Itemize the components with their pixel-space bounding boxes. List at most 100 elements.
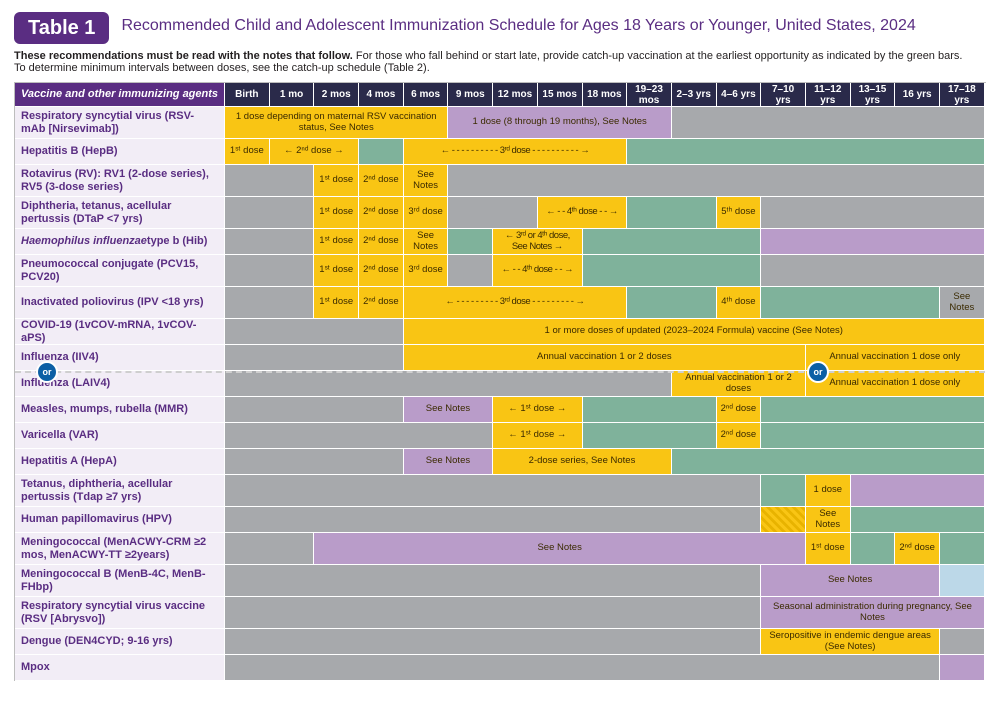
schedule-cell: [761, 397, 984, 423]
or-divider-line: [15, 371, 985, 373]
header-age: 6 mos: [404, 83, 449, 107]
schedule-cell: [225, 371, 672, 397]
header-age: 2 mos: [314, 83, 359, 107]
schedule-cell: 2ⁿᵈ dose: [359, 287, 404, 319]
header-age: 4 mos: [359, 83, 404, 107]
schedule-cell: Seasonal administration during pregnancy…: [761, 597, 984, 629]
schedule-cell: 2-dose series, See Notes: [493, 449, 672, 475]
header-age: 18 mos: [583, 83, 628, 107]
schedule-cell: 1ˢᵗ dose: [314, 287, 359, 319]
schedule-cell: ← 1ˢᵗ dose →: [493, 423, 582, 449]
schedule-cell: Annual vaccination 1 dose only: [806, 345, 985, 371]
schedule-cell: See Notes: [404, 229, 449, 255]
vaccine-label: Varicella (VAR): [15, 423, 225, 449]
schedule-cell: ← 2ⁿᵈ dose →: [270, 139, 359, 165]
schedule-cell: See Notes: [404, 397, 493, 423]
vaccine-label: Respiratory syncytial virus vaccine (RSV…: [15, 597, 225, 629]
header-vaccine: Vaccine and other immunizing agents: [15, 83, 225, 107]
schedule-cell: ← - - 4ᵗʰ dose - - →: [538, 197, 627, 229]
schedule-cell: [940, 655, 985, 681]
schedule-cell: [761, 507, 806, 533]
vaccine-label: Measles, mumps, rubella (MMR): [15, 397, 225, 423]
schedule-cell: ← - - - - - - - - - 3ʳᵈ dose - - - - - -…: [404, 287, 627, 319]
vaccine-label: Human papillomavirus (HPV): [15, 507, 225, 533]
schedule-cell: Seropositive in endemic dengue areas (Se…: [761, 629, 940, 655]
vaccine-label: Haemophilus influenzae type b (Hib): [15, 229, 225, 255]
vaccine-label: Hepatitis B (HepB): [15, 139, 225, 165]
or-badge-right: or: [807, 361, 829, 383]
schedule-cell: ← - - 4ᵗʰ dose - - →: [493, 255, 582, 287]
schedule-cell: Annual vaccination 1 or 2 doses: [404, 345, 806, 371]
schedule-cell: [583, 423, 717, 449]
or-badge-left: or: [36, 361, 58, 383]
schedule-cell: [851, 475, 985, 507]
schedule-cell: [359, 139, 404, 165]
intro-rest: For those who fall behind or start late,…: [353, 50, 963, 62]
schedule-cell: [940, 629, 985, 655]
header-age: 1 mo: [270, 83, 315, 107]
schedule-cell: [583, 255, 762, 287]
schedule-cell: See Notes: [940, 287, 985, 319]
page: Table 1 Recommended Child and Adolescent…: [0, 0, 1000, 695]
schedule-cell: ← 1ˢᵗ dose →: [493, 397, 582, 423]
schedule-cell: 1ˢᵗ dose: [314, 255, 359, 287]
header-age: 11–12 yrs: [806, 83, 851, 107]
header-age: 16 yrs: [895, 83, 940, 107]
schedule-cell: 2ⁿᵈ dose: [717, 423, 762, 449]
schedule-cell: 1 or more doses of updated (2023–2024 Fo…: [404, 319, 985, 345]
schedule-cell: [225, 423, 493, 449]
schedule-cell: 2ⁿᵈ dose: [895, 533, 940, 565]
vaccine-label: Inactivated poliovirus (IPV <18 yrs): [15, 287, 225, 319]
schedule-cell: [627, 287, 716, 319]
vaccine-label: Tetanus, diphtheria, acellular pertussis…: [15, 475, 225, 507]
schedule-cell: [225, 229, 314, 255]
schedule-cell: See Notes: [404, 165, 449, 197]
schedule-cell: 1 dose: [806, 475, 851, 507]
header-age: 2–3 yrs: [672, 83, 717, 107]
schedule-cell: [851, 507, 985, 533]
schedule-cell: [672, 107, 985, 139]
header-age: 7–10 yrs: [761, 83, 806, 107]
schedule-cell: [627, 139, 985, 165]
schedule-cell: See Notes: [761, 565, 940, 597]
vaccine-label: COVID-19 (1vCOV-mRNA, 1vCOV-aPS): [15, 319, 225, 345]
header-age: 15 mos: [538, 83, 583, 107]
schedule-cell: 3ʳᵈ dose: [404, 255, 449, 287]
schedule-cell: 2ⁿᵈ dose: [717, 397, 762, 423]
intro-notes: These recommendations must be read with …: [14, 50, 986, 74]
schedule-cell: [448, 255, 493, 287]
schedule-cell: [448, 165, 984, 197]
schedule-cell: [761, 423, 984, 449]
schedule-cell: [583, 229, 762, 255]
schedule-cell: [761, 475, 806, 507]
schedule-cell: [225, 629, 761, 655]
schedule-cell: See Notes: [404, 449, 493, 475]
header-age: 4–6 yrs: [717, 83, 762, 107]
header-age: Birth: [225, 83, 270, 107]
vaccine-label: Meningococcal B (MenB-4C, MenB-FHbp): [15, 565, 225, 597]
vaccine-label: Dengue (DEN4CYD; 9-16 yrs): [15, 629, 225, 655]
schedule-cell: 2ⁿᵈ dose: [359, 197, 404, 229]
schedule-cell: [583, 397, 717, 423]
title-bar: Table 1 Recommended Child and Adolescent…: [14, 12, 986, 44]
header-age: 12 mos: [493, 83, 538, 107]
vaccine-label: Diphtheria, tetanus, acellular pertussis…: [15, 197, 225, 229]
schedule-cell: [225, 449, 404, 475]
schedule-cell: [627, 197, 716, 229]
vaccine-label: Mpox: [15, 655, 225, 681]
schedule-cell: [225, 475, 761, 507]
schedule-cell: [761, 229, 984, 255]
schedule-cell: [225, 533, 314, 565]
schedule-cell: [761, 255, 984, 287]
schedule-cell: [225, 287, 314, 319]
schedule-table: Vaccine and other immunizing agentsBirth…: [14, 82, 986, 681]
schedule-cell: 3ʳᵈ dose: [404, 197, 449, 229]
schedule-cell: [225, 165, 314, 197]
header-age: 19–23 mos: [627, 83, 672, 107]
page-title: Recommended Child and Adolescent Immuniz…: [121, 12, 915, 35]
schedule-cell: [761, 287, 940, 319]
intro-bold: These recommendations must be read with …: [14, 50, 353, 62]
schedule-cell: [225, 255, 314, 287]
header-age: 9 mos: [448, 83, 493, 107]
schedule-cell: [448, 197, 537, 229]
